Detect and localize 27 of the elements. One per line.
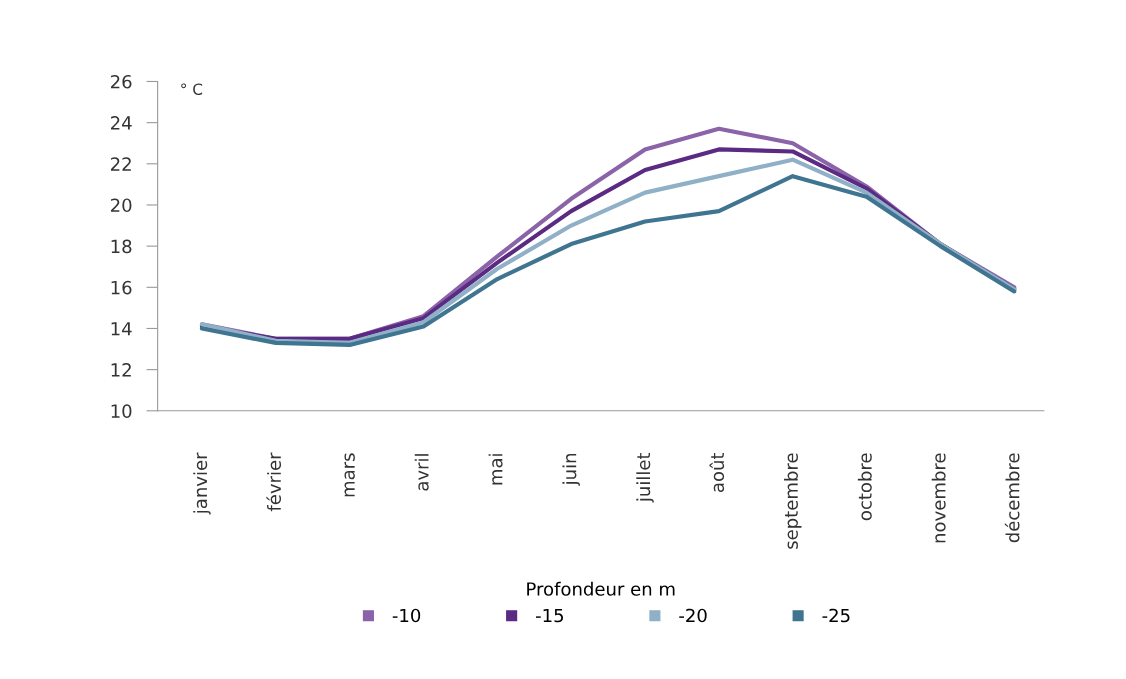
y-tick-label: 10 (111, 404, 132, 418)
x-tick-label: mars (344, 453, 355, 497)
y-tick-label: 24 (110, 116, 132, 130)
legend-label: -20 (679, 608, 707, 623)
x-tick-label: janvier (193, 452, 211, 515)
y-tick-label: 26 (110, 74, 132, 89)
legend-label: -15 (536, 608, 564, 623)
x-tick-label: juin (562, 453, 580, 486)
x-tick-label: août (709, 452, 725, 493)
x-tick-label: novembre (931, 453, 946, 543)
x-tick-label: octobre (857, 453, 872, 521)
x-tick-label: avril (414, 454, 429, 491)
y-tick-label: 16 (111, 280, 132, 295)
y-tick-label: 20 (110, 198, 132, 213)
legend-title: Profondeur en m (527, 581, 675, 596)
y-tick-label: 22 (110, 157, 131, 171)
x-tick-label: mai (488, 454, 503, 485)
y-tick-label: 14 (111, 322, 132, 336)
x-tick-label: juillet (636, 452, 654, 503)
x-tick-label: février (266, 452, 282, 512)
y-tick-label: 18 (111, 239, 132, 254)
legend-label: -25 (822, 608, 850, 623)
x-tick-label: décembre (1004, 453, 1020, 543)
y-tick-label: 12 (111, 363, 131, 377)
y-axis-title: ° C (181, 83, 203, 95)
legend-label: -10 (392, 608, 421, 623)
x-tick-label: septembre (783, 453, 802, 549)
